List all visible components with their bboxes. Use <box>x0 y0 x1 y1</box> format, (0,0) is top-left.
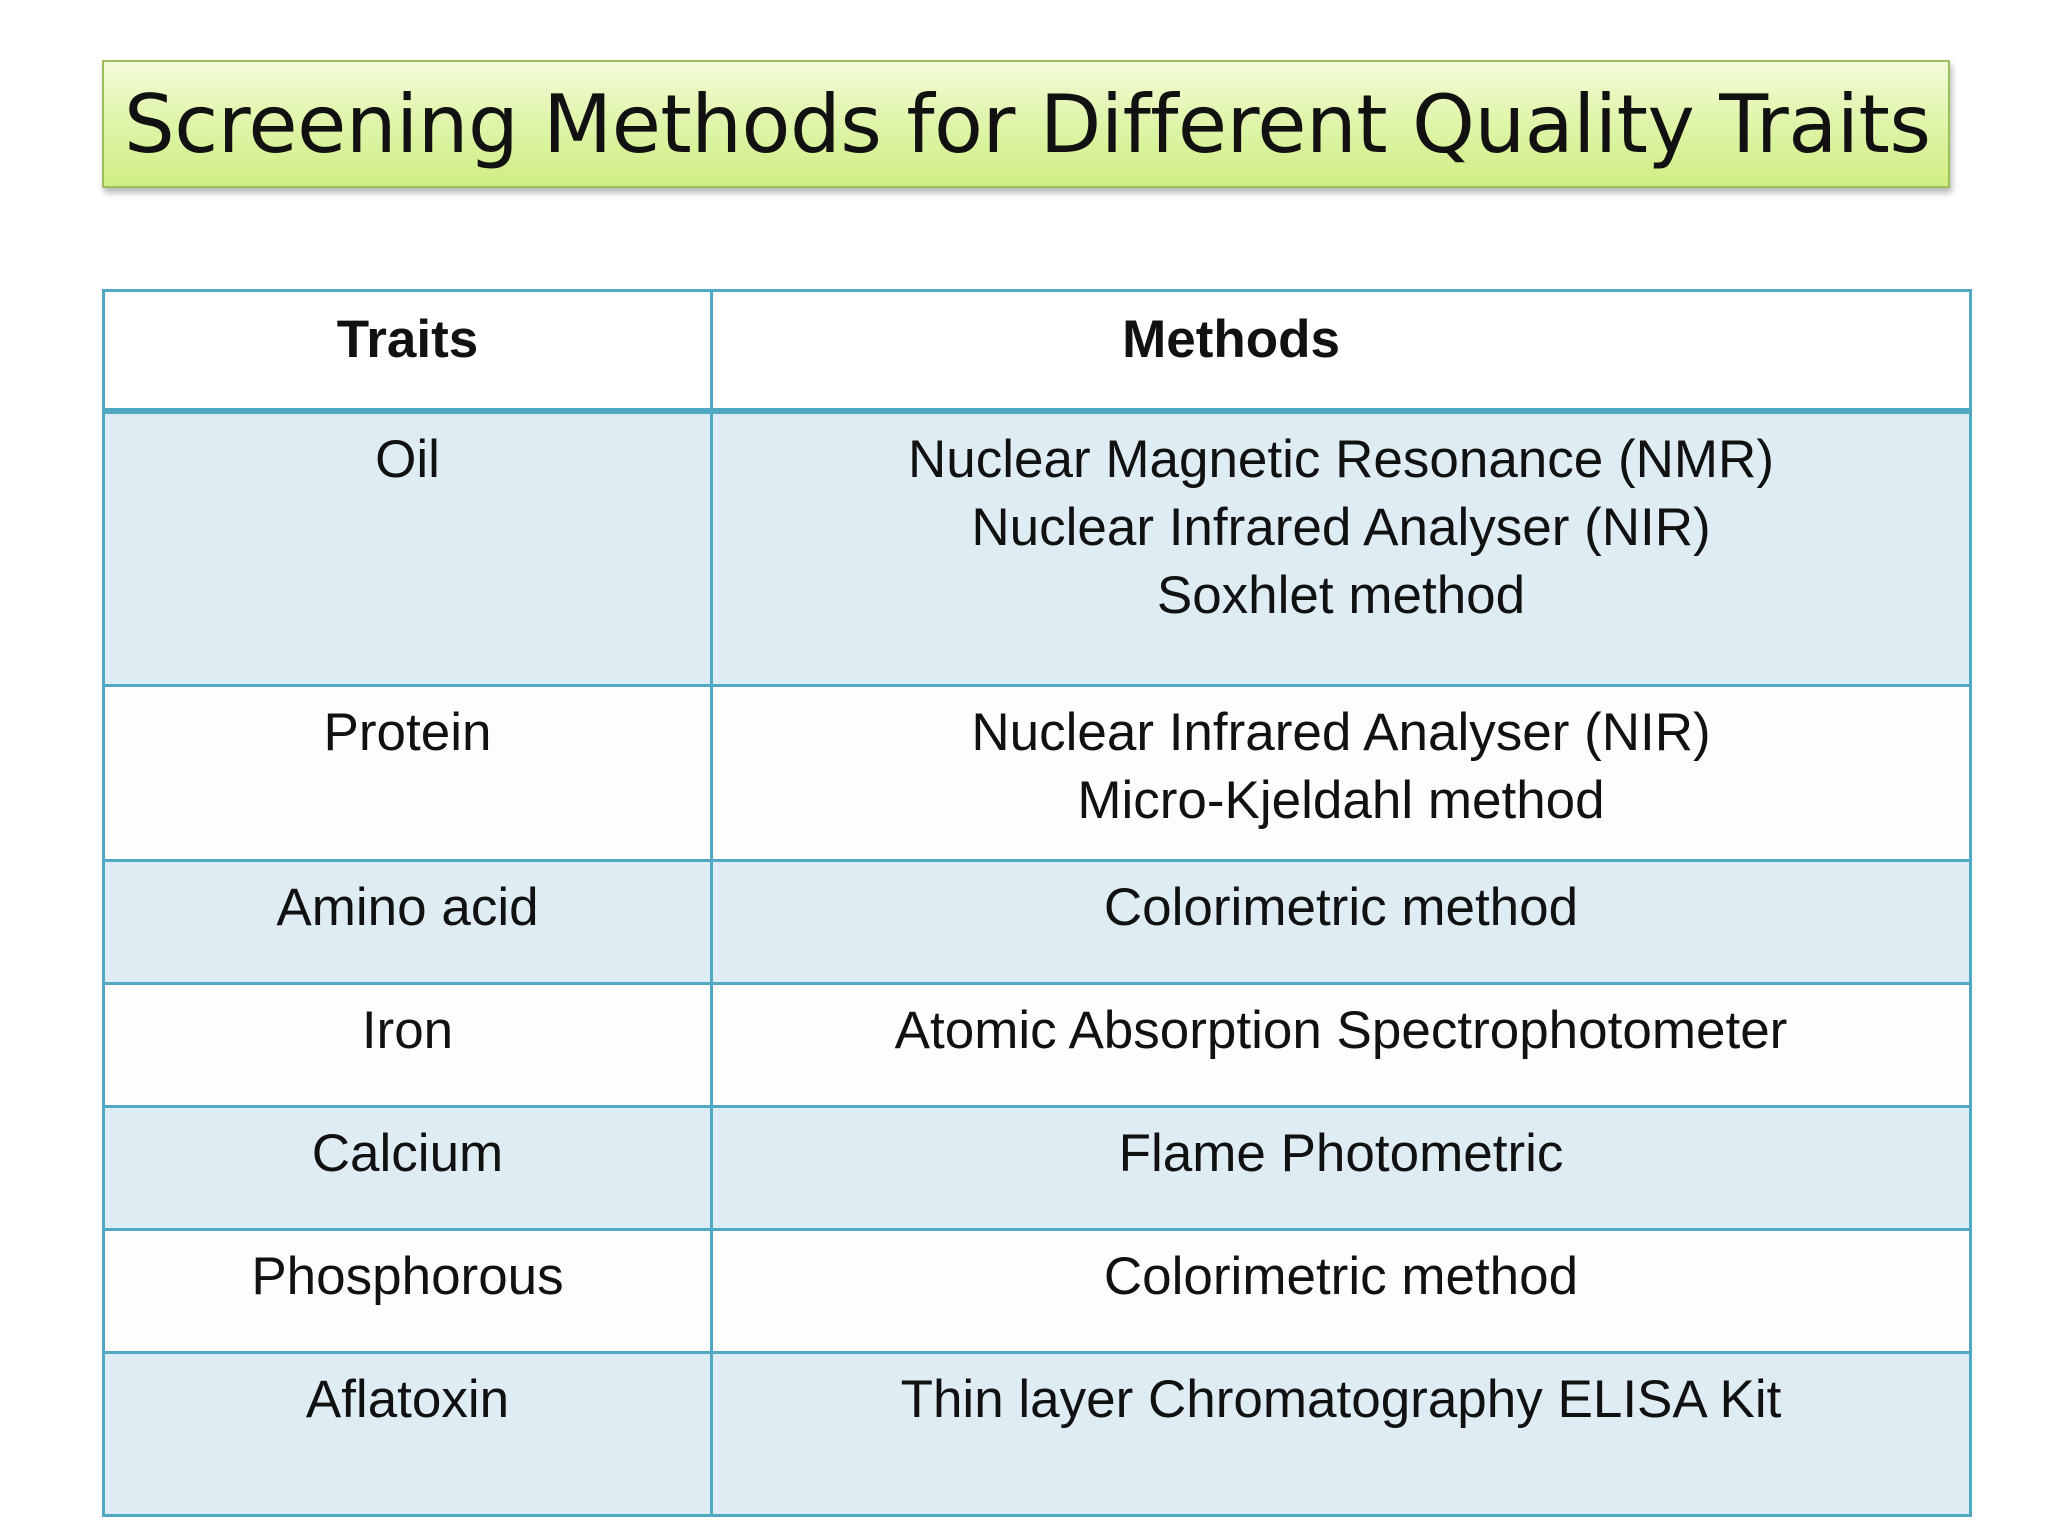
method-line: Micro-Kjeldahl method <box>1077 770 1605 830</box>
table-row: Protein Nuclear Infrared Analyser (NIR) … <box>102 683 1972 862</box>
method-line: Colorimetric method <box>1103 1246 1579 1306</box>
trait-cell: Oil <box>102 409 713 687</box>
header-traits: Traits <box>102 289 713 414</box>
method-cell: Colorimetric method <box>710 858 1972 985</box>
method-line: Nuclear Infrared Analyser (NIR) <box>971 702 1711 762</box>
method-line: Nuclear Infrared Analyser (NIR) <box>971 497 1711 557</box>
trait-cell: Protein <box>102 683 713 862</box>
slide-title: Screening Methods for Different Quality … <box>124 77 1931 171</box>
method-cell: Colorimetric method <box>710 1227 1972 1354</box>
header-methods: Methods <box>710 289 1972 414</box>
method-line: Nuclear Magnetic Resonance (NMR) <box>908 429 1774 489</box>
method-line: Thin layer Chromatography ELISA Kit <box>900 1369 1782 1429</box>
method-cell: Flame Photometric <box>710 1104 1972 1231</box>
table-row: Aflatoxin Thin layer Chromatography ELIS… <box>102 1350 1972 1517</box>
trait-cell: Aflatoxin <box>102 1350 713 1517</box>
trait-cell: Phosphorous <box>102 1227 713 1354</box>
method-cell: Nuclear Infrared Analyser (NIR) Micro-Kj… <box>710 683 1972 862</box>
table-row: Iron Atomic Absorption Spectrophotometer <box>102 981 1972 1108</box>
method-cell: Nuclear Magnetic Resonance (NMR) Nuclear… <box>710 409 1972 687</box>
method-line: Soxhlet method <box>1156 565 1526 625</box>
table-row: Phosphorous Colorimetric method <box>102 1227 1972 1354</box>
table-header-row: Traits Methods <box>102 289 1972 414</box>
title-box: Screening Methods for Different Quality … <box>102 60 1950 188</box>
trait-cell: Calcium <box>102 1104 713 1231</box>
method-cell: Thin layer Chromatography ELISA Kit <box>710 1350 1972 1517</box>
method-line: Atomic Absorption Spectrophotometer <box>894 1000 1788 1060</box>
method-cell: Atomic Absorption Spectrophotometer <box>710 981 1972 1108</box>
table-row: Oil Nuclear Magnetic Resonance (NMR) Nuc… <box>102 409 1972 687</box>
trait-cell: Amino acid <box>102 858 713 985</box>
method-line: Colorimetric method <box>1103 877 1579 937</box>
trait-cell: Iron <box>102 981 713 1108</box>
table-row: Amino acid Colorimetric method <box>102 858 1972 985</box>
traits-methods-table: Traits Methods Oil Nuclear Magnetic Reso… <box>102 289 1972 1517</box>
table-row: Calcium Flame Photometric <box>102 1104 1972 1231</box>
method-line: Flame Photometric <box>1118 1123 1564 1183</box>
